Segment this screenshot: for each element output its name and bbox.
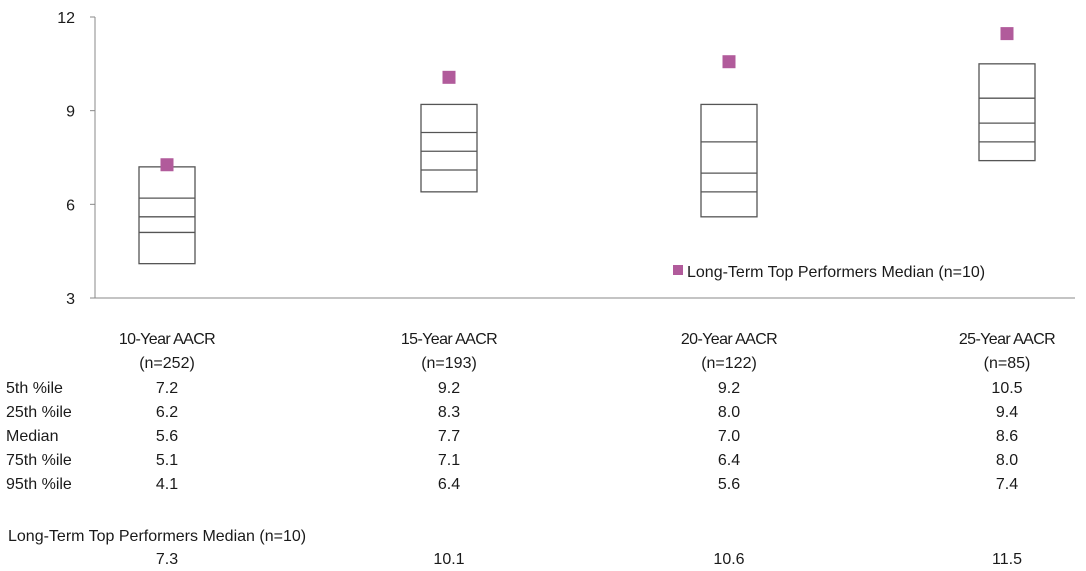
top-performers-value: 7.3 [155,551,179,568]
table-cell: 9.2 [717,380,741,397]
category-label: 15-Year AACR [401,331,497,348]
percentile-box [700,103,758,218]
table-cell: 7.2 [155,380,179,397]
top-performer-marker [1000,27,1014,41]
table-cell: 7.1 [437,452,461,469]
table-row-label: Median [6,428,59,445]
table-cell: 6.2 [155,404,179,421]
category-label: 10-Year AACR [119,331,215,348]
legend-swatch [673,265,683,275]
table-cell: 5.1 [155,452,179,469]
percentile-box [138,166,196,265]
legend: Long-Term Top Performers Median (n=10) [673,264,985,281]
top-performer-markers [160,27,1014,172]
category-label: 25-Year AACR [959,331,1055,348]
table-cell: 4.1 [155,476,179,493]
box-group [978,63,1036,162]
table-cell: 8.0 [717,404,741,421]
table-cell: 6.4 [717,452,741,469]
y-tick-label: 6 [66,197,75,214]
y-tick-label: 9 [66,104,75,121]
table-cell: 8.3 [437,404,461,421]
table-cell: 9.2 [437,380,461,397]
table-cell: 5.6 [717,476,741,493]
top-performers-value: 11.5 [992,551,1022,568]
category-count: (n=193) [421,355,477,372]
box-group [700,103,758,218]
table-cell: 7.7 [437,428,461,445]
table-row-label: 5th %ile [6,380,63,397]
table-cell: 7.4 [995,476,1019,493]
table-row-label: 25th %ile [6,404,72,421]
top-performers-value: 10.1 [433,551,465,568]
table-cell: 10.5 [991,380,1023,397]
legend-label: Long-Term Top Performers Median (n=10) [687,264,985,281]
table-cell: 5.6 [155,428,179,445]
box-group [138,166,196,265]
table-cell: 7.0 [717,428,741,445]
y-tick-label: 12 [57,10,75,27]
table-cell: 6.4 [437,476,461,493]
top-performers-value: 10.6 [713,551,745,568]
category-labels: 10-Year AACR (n=252) 15-Year AACR (n=193) 20… [119,331,1056,372]
category-count: (n=85) [984,355,1031,372]
table-cell: 9.4 [995,404,1019,421]
percentile-box [978,63,1036,162]
category-label: 20-Year AACR [681,331,777,348]
y-tick-label: 3 [66,291,75,308]
box-group [420,103,478,193]
boxes [138,63,1036,265]
table-row-label: 75th %ile [6,452,72,469]
table-row-label: 95th %ile [6,476,72,493]
axes: 12 9 6 3 [57,10,1075,308]
category-count: (n=122) [701,355,757,372]
top-performer-marker [722,55,736,69]
table-cell: 8.0 [995,452,1019,469]
percentile-box [420,103,478,193]
top-performer-marker [442,70,456,84]
category-count: (n=252) [139,355,195,372]
table-cell: 8.6 [995,428,1019,445]
top-performers-title: Long-Term Top Performers Median (n=10) [8,528,307,545]
top-performer-marker [160,158,174,172]
